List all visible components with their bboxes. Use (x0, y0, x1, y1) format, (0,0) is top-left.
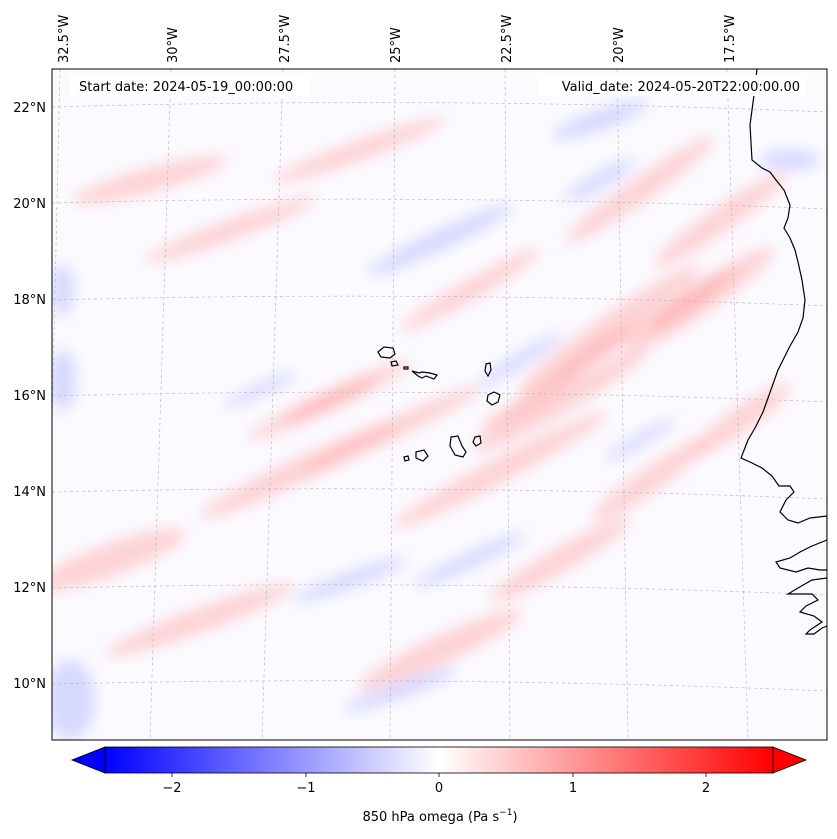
latitude-label: 18°N (13, 293, 46, 308)
island-sao-nicolau (411, 370, 439, 380)
valid-date-box (538, 75, 806, 96)
map-frame (51, 68, 828, 741)
island-maio (472, 435, 482, 447)
island-santiago (449, 435, 467, 458)
island-santa-luzia (403, 366, 409, 370)
island-boa-vista (486, 391, 501, 406)
african-coastline (740, 69, 827, 635)
map-panel (51, 68, 828, 741)
latitude-axis: 22°N 20°N 18°N 16°N 14°N 12°N 10°N (13, 101, 46, 692)
colorbar-tick-label: −1 (296, 781, 315, 796)
colorbar: −2 −1 0 1 2 850 hPa omega (Pa s−1) (70, 746, 808, 825)
longitude-label: 20°W (612, 27, 627, 63)
colorbar-tick-label: −2 (162, 781, 181, 796)
island-fogo (415, 449, 429, 462)
latitude-label: 22°N (13, 101, 46, 116)
start-date-label: Start date: 2024-05-19_00:00:00 (79, 80, 293, 95)
island-brava (403, 455, 410, 462)
island-sal (484, 362, 492, 378)
colorbar-tick-label: 2 (702, 781, 710, 796)
colorbar-title: 850 hPa omega (Pa s−1) (362, 808, 517, 825)
start-date-box (70, 75, 310, 96)
gridlines (52, 69, 827, 740)
island-santo-antao (377, 346, 396, 359)
longitude-label: 17.5°W (723, 15, 738, 63)
longitude-label: 30°W (166, 27, 181, 63)
latitude-label: 10°N (13, 677, 46, 692)
colorbar-extend-max (772, 746, 808, 774)
latitude-label: 12°N (13, 581, 46, 596)
colorbar-tick-label: 0 (435, 781, 443, 796)
latitude-label: 14°N (13, 485, 46, 500)
colorbar-extend-min (70, 746, 106, 774)
longitude-axis: 32.5°W 30°W 27.5°W 25°W 22.5°W 20°W 17.5… (57, 15, 738, 63)
longitude-label: 32.5°W (57, 15, 72, 63)
valid-date-label: Valid_date: 2024-05-20T22:00:00.00 (562, 80, 800, 95)
omega-field (52, 100, 820, 740)
colorbar-tick-label: 1 (569, 781, 577, 796)
coastlines (377, 69, 827, 635)
longitude-label: 27.5°W (278, 15, 293, 63)
longitude-label: 25°W (389, 27, 404, 63)
latitude-label: 20°N (13, 197, 46, 212)
latitude-label: 16°N (13, 389, 46, 404)
header: Start date: 2024-05-19_00:00:00 Valid_da… (70, 75, 806, 96)
island-sao-vicente (390, 360, 399, 367)
colorbar-body (104, 746, 774, 774)
longitude-label: 22.5°W (500, 15, 515, 63)
